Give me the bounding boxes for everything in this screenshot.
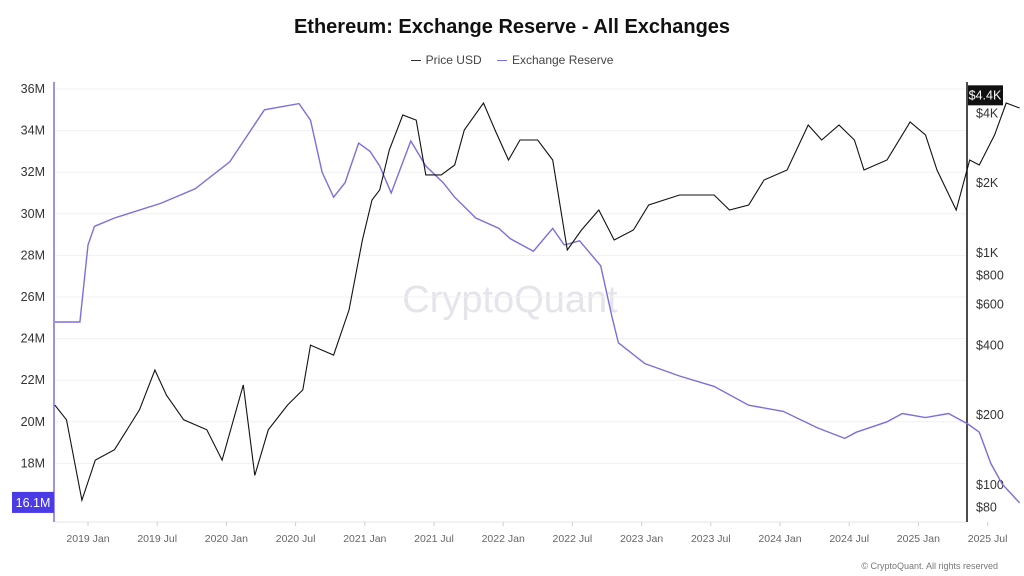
- x-tick-label: 2024 Jan: [758, 533, 801, 545]
- y-right-tick-label: $200: [976, 408, 1004, 422]
- y-left-tick-label: 28M: [21, 248, 45, 262]
- series-line-exchange-reserve: [54, 102, 1021, 504]
- legend-swatch-price: [410, 59, 421, 61]
- x-tick-label: 2025 Jan: [897, 533, 940, 545]
- legend-item-price[interactable]: Price USD: [410, 53, 482, 68]
- legend: Price USD Exchange Reserve: [0, 50, 1024, 67]
- y-right-tick-label: $100: [976, 478, 1004, 492]
- chart-title: Ethereum: Exchange Reserve - All Exchang…: [293, 16, 731, 38]
- x-tick-label: 2022 Jul: [553, 533, 593, 545]
- price-current-label-bg: [968, 85, 1003, 106]
- y-right-tick-label: $400: [976, 338, 1004, 352]
- legend-label-reserve: Exchange Reserve: [511, 53, 614, 68]
- y-left-tick-label: 26M: [21, 290, 45, 304]
- x-tick-label: 2020 Jul: [276, 533, 316, 545]
- watermark: CryptoQuant: [402, 279, 618, 321]
- y-left-tick-label: 22M: [21, 373, 45, 387]
- x-tick-label: 2024 Jul: [829, 533, 869, 545]
- legend-swatch-reserve: [496, 59, 507, 61]
- y-left-tick-label: 30M: [21, 207, 45, 221]
- x-tick-label: 2023 Jul: [691, 533, 731, 545]
- reserve-current-label: 16.1M: [16, 496, 51, 510]
- y-left-tick-label: 36M: [21, 82, 45, 96]
- y-left-tick-label: 24M: [21, 332, 45, 346]
- legend-item-reserve[interactable]: Exchange Reserve: [496, 53, 614, 68]
- y-right-tick-label: $4K: [976, 106, 999, 120]
- y-right-tick-label: $80: [976, 500, 997, 514]
- y-left-tick-label: 32M: [21, 165, 45, 179]
- legend-label-price: Price USD: [425, 53, 482, 68]
- copyright: © CryptoQuant. All rights reserved: [861, 561, 998, 571]
- price-current-label: $4.4K: [969, 88, 1002, 102]
- y-right-tick-label: $600: [976, 297, 1004, 311]
- y-right-tick-label: $2K: [976, 176, 999, 190]
- x-tick-label: 2019 Jan: [66, 533, 109, 545]
- y-left-tick-label: 18M: [21, 456, 45, 470]
- x-tick-label: 2021 Jul: [414, 533, 454, 545]
- x-tick-label: 2019 Jul: [137, 533, 177, 545]
- y-right-tick-label: $800: [976, 268, 1004, 282]
- x-tick-label: 2022 Jan: [482, 533, 525, 545]
- x-tick-label: 2025 Jul: [968, 533, 1008, 545]
- y-right-tick-label: $1K: [976, 246, 999, 260]
- x-tick-label: 2023 Jan: [620, 533, 663, 545]
- x-tick-label: 2020 Jan: [205, 533, 248, 545]
- reserve-current-label-bg: [12, 491, 54, 513]
- x-tick-label: 2021 Jan: [343, 533, 386, 545]
- series-line-price-usd: [54, 101, 1020, 503]
- y-left-tick-label: 34M: [21, 124, 45, 138]
- y-left-tick-label: 20M: [21, 415, 45, 429]
